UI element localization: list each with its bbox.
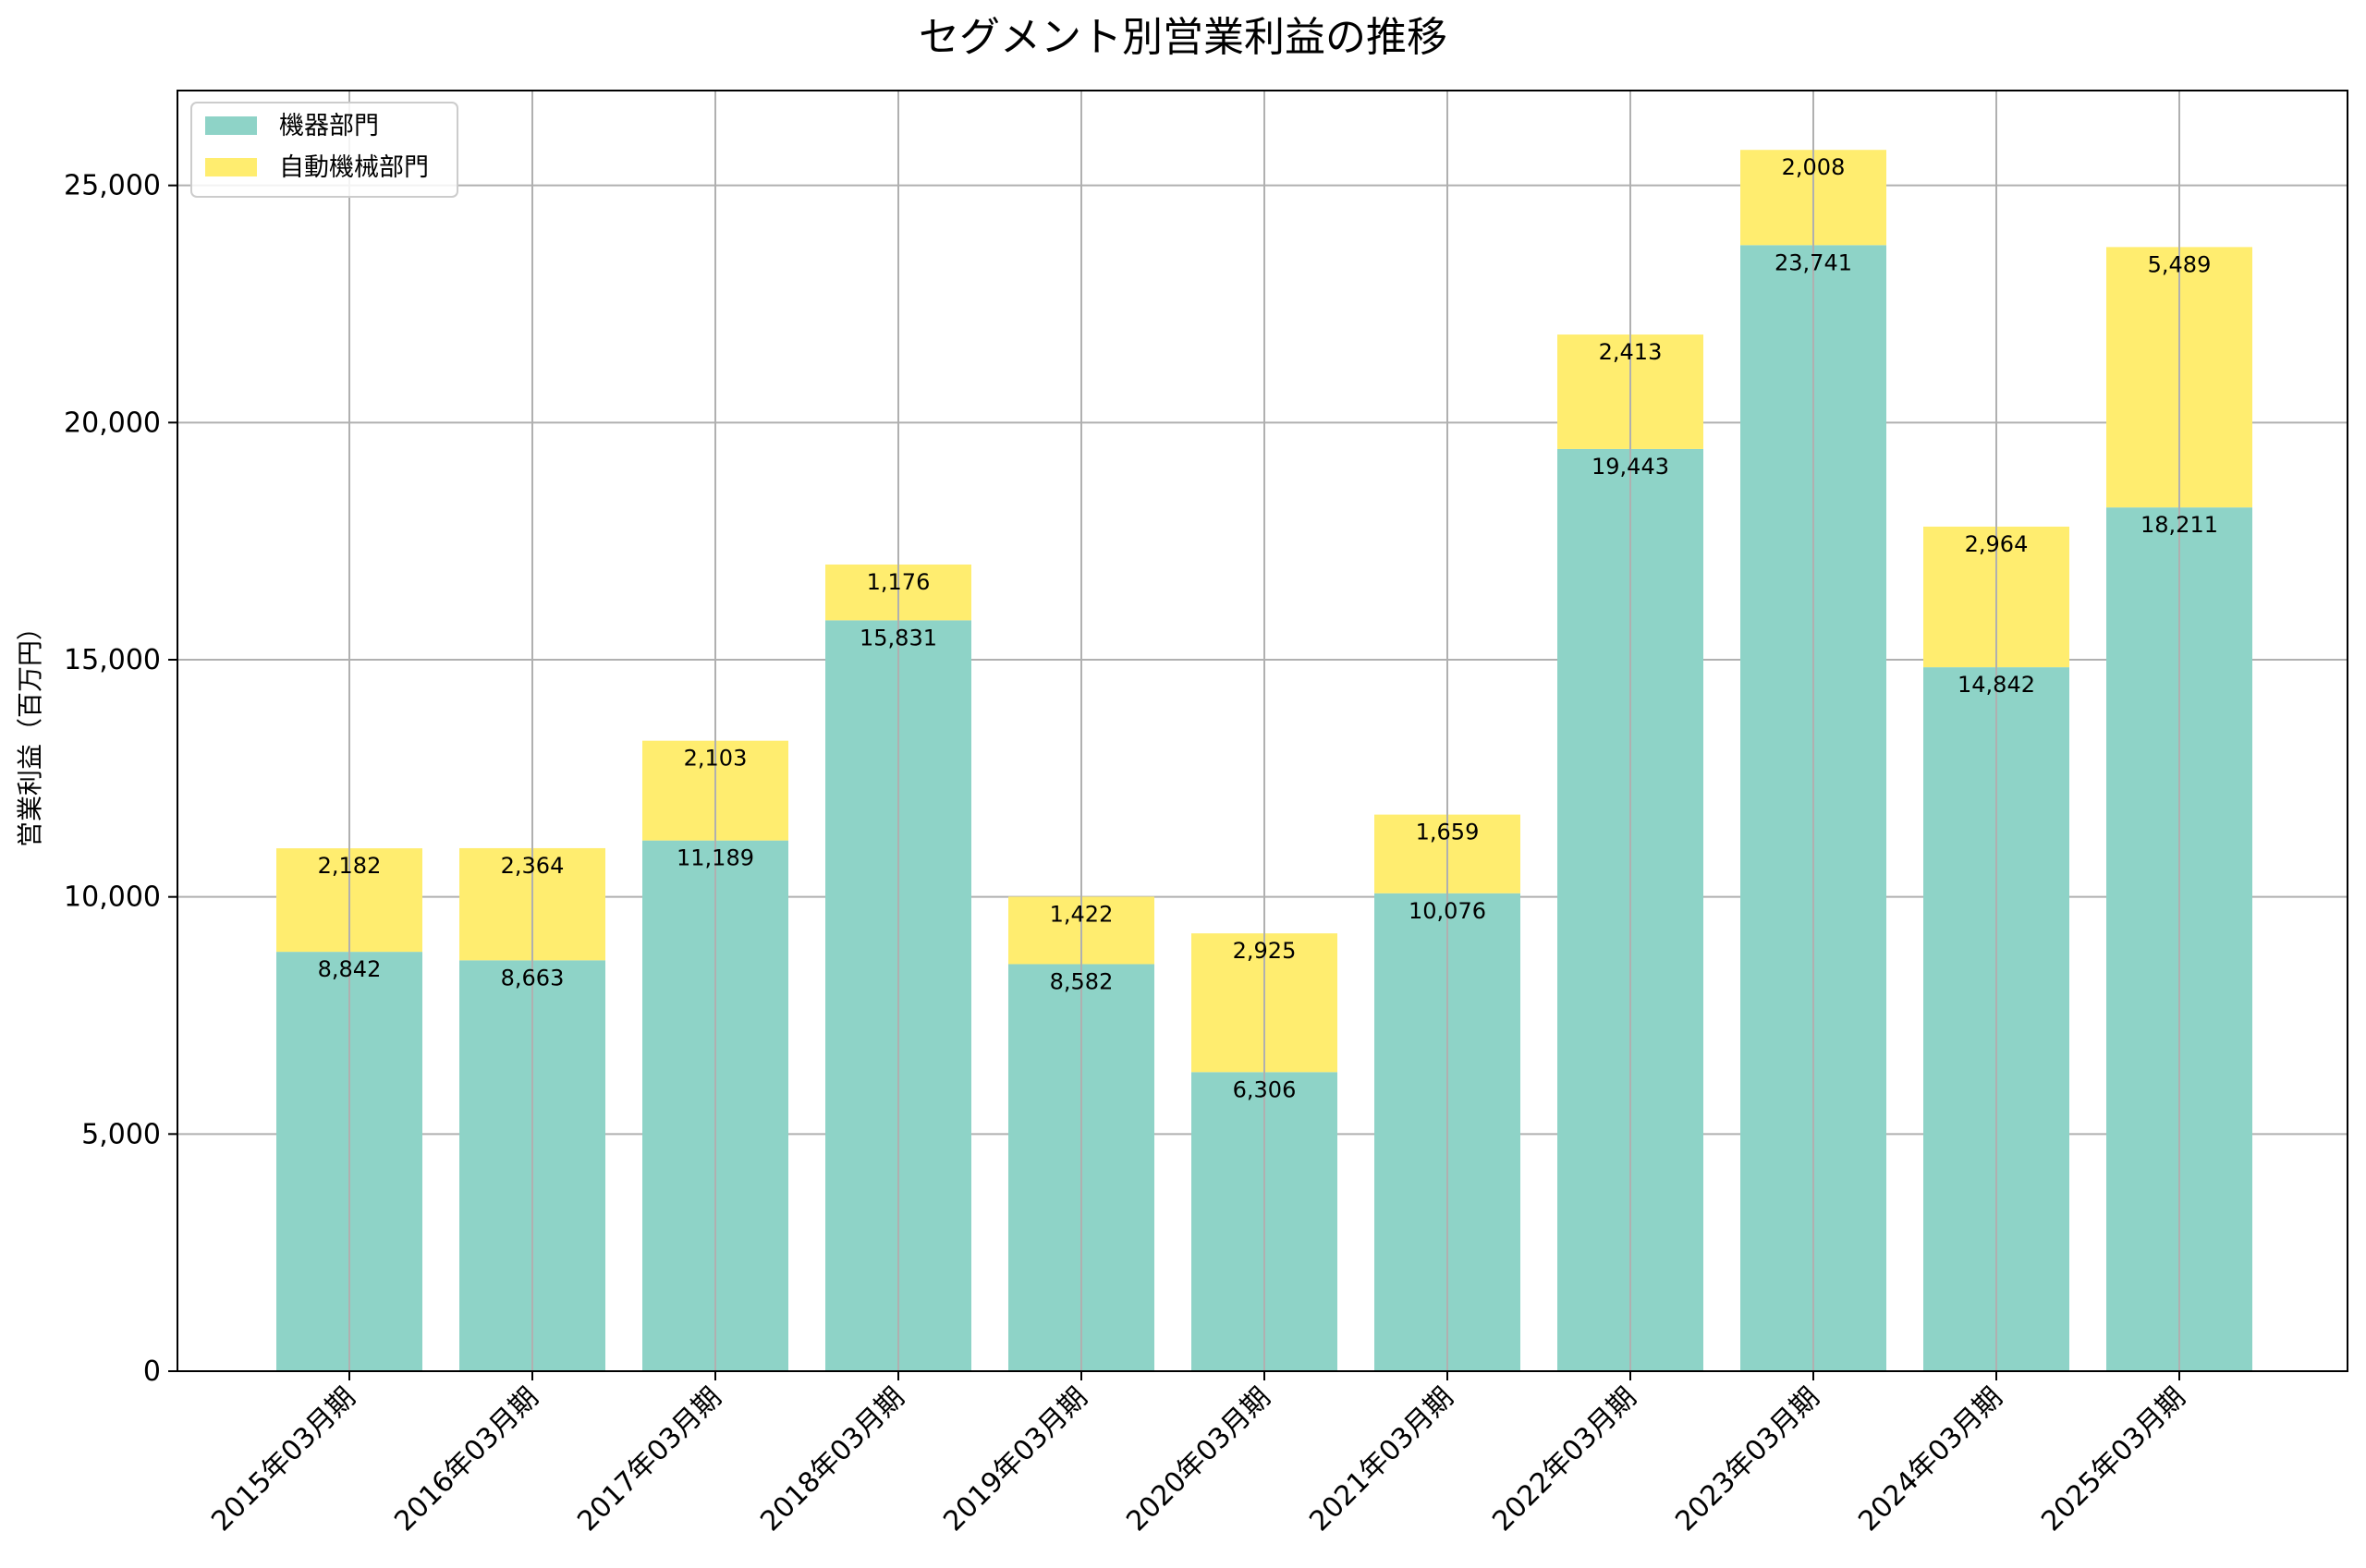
x-tick-label: 2020年03月期 <box>1120 1381 1276 1538</box>
data-label: 2,925 <box>1233 938 1297 964</box>
data-label: 18,211 <box>2140 512 2218 538</box>
y-tick-label: 10,000 <box>64 881 161 914</box>
data-label: 14,842 <box>1957 672 2035 698</box>
data-label: 1,659 <box>1416 820 1480 845</box>
data-label: 19,443 <box>1592 454 1669 480</box>
data-label: 8,663 <box>501 965 565 991</box>
data-label: 2,103 <box>684 746 748 772</box>
x-tick-label: 2021年03月期 <box>1303 1381 1459 1538</box>
y-tick-label: 15,000 <box>64 644 161 676</box>
data-label: 2,182 <box>318 853 382 879</box>
data-label: 11,189 <box>677 845 754 871</box>
x-tick-label: 2025年03月期 <box>2035 1381 2191 1538</box>
data-label: 8,582 <box>1050 968 1114 994</box>
y-tick-label: 5,000 <box>81 1118 161 1150</box>
x-tick-label: 2022年03月期 <box>1486 1381 1642 1538</box>
data-label: 2,364 <box>501 853 565 879</box>
data-label: 10,076 <box>1409 898 1486 924</box>
data-label: 2,964 <box>1965 531 2029 557</box>
data-label: 15,831 <box>860 625 937 650</box>
legend-swatch <box>205 158 257 176</box>
x-axis: 2015年03月期 2016年03月期 2017年03月期 2018年03月期 2019… <box>205 1371 2192 1538</box>
chart-title: セグメント別営業利益の推移 <box>919 14 1447 61</box>
plot-frame <box>177 90 2348 1372</box>
data-labels: 8,842 2,182 8,663 2,364 11,189 2,103 15,831 1,1… <box>318 154 2218 1102</box>
legend-swatch <box>205 116 257 135</box>
legend-box <box>190 102 458 198</box>
x-tick-label: 2017年03月期 <box>571 1381 727 1538</box>
data-label: 6,306 <box>1233 1076 1297 1102</box>
vertical-gridlines <box>348 91 2180 1371</box>
x-tick-label: 2015年03月期 <box>205 1381 361 1538</box>
x-tick-label: 2023年03月期 <box>1669 1381 1825 1538</box>
data-label: 2,008 <box>1782 154 1846 180</box>
data-label: 5,489 <box>2148 251 2212 277</box>
x-tick-label: 2019年03月期 <box>937 1381 1093 1538</box>
x-tick-label: 2024年03月期 <box>1852 1381 2008 1538</box>
y-axis: 0 5,000 10,000 15,000 20,000 25,000 <box>64 170 177 1388</box>
data-label: 2,413 <box>1599 339 1663 365</box>
x-tick-label: 2018年03月期 <box>754 1381 910 1538</box>
y-tick-label: 20,000 <box>64 407 161 439</box>
y-tick-label: 0 <box>143 1355 161 1388</box>
y-axis-label: 営業利益（百万円） <box>15 614 45 847</box>
y-tick-label: 25,000 <box>64 170 161 202</box>
data-label: 23,741 <box>1774 249 1852 275</box>
data-label: 8,842 <box>318 956 382 982</box>
legend-entry: 機器部門 <box>279 112 379 140</box>
legend-entry: 自動機械部門 <box>279 153 429 182</box>
x-tick-label: 2016年03月期 <box>388 1381 544 1538</box>
data-label: 1,176 <box>867 569 931 595</box>
data-label: 1,422 <box>1050 901 1114 927</box>
